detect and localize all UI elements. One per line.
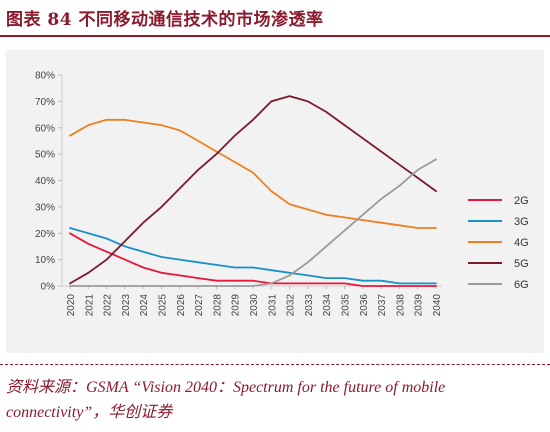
x-tick-label: 2030 xyxy=(249,294,260,317)
series-line-2g xyxy=(69,232,437,287)
x-tick-label: 2020 xyxy=(66,294,77,317)
series-line-4g xyxy=(69,118,437,229)
series-line-5g xyxy=(69,95,437,285)
x-tick-label: 2040 xyxy=(432,294,443,317)
x-tick-label: 2027 xyxy=(194,294,205,317)
x-tick-label: 2037 xyxy=(377,294,388,317)
x-tick-label: 2028 xyxy=(212,294,223,317)
x-tick-label: 2039 xyxy=(414,294,425,317)
x-tick-label: 2032 xyxy=(286,294,297,317)
line-chart: 0% 10% 20% 30% 40% 50% 60% 70% 80% 2020 2021 2022 20… xyxy=(35,71,529,317)
legend-label-2g: 2G xyxy=(514,195,529,207)
source-divider xyxy=(0,364,550,365)
x-tick-label: 2022 xyxy=(103,294,114,317)
x-tick-label: 2026 xyxy=(176,294,187,317)
legend-label-5g: 5G xyxy=(514,258,529,270)
x-tick-label: 2036 xyxy=(359,294,370,317)
y-tick-label: 30% xyxy=(35,202,55,213)
y-tick-label: 60% xyxy=(35,123,55,134)
legend-label-4g: 4G xyxy=(514,237,529,249)
legend-label-6g: 6G xyxy=(514,279,529,291)
x-tick-label: 2025 xyxy=(158,294,169,317)
x-tick-label: 2035 xyxy=(341,294,352,317)
y-tick-label: 0% xyxy=(41,282,56,293)
y-tick-label: 70% xyxy=(35,97,55,108)
chart-panel: 0% 10% 20% 30% 40% 50% 60% 70% 80% 2020 2021 2022 20… xyxy=(6,50,544,353)
x-tick-label: 2033 xyxy=(304,294,315,317)
y-tick-label: 50% xyxy=(35,150,55,161)
series-line-6g xyxy=(69,158,437,287)
y-tick-label: 10% xyxy=(35,255,55,266)
x-tick-label: 2029 xyxy=(231,294,242,317)
x-tick-label: 2034 xyxy=(322,294,333,317)
y-tick-label: 80% xyxy=(35,71,55,82)
figure-title: 图表 84 不同移动通信技术的市场渗透率 xyxy=(6,10,324,30)
x-tick-label: 2021 xyxy=(84,294,95,317)
title-divider xyxy=(0,35,550,37)
x-tick-label: 2023 xyxy=(121,294,132,317)
figure-header: 图表 84 不同移动通信技术的市场渗透率 xyxy=(0,0,550,34)
series-line-3g xyxy=(69,227,437,285)
legend-label-3g: 3G xyxy=(514,216,529,228)
x-tick-label: 2031 xyxy=(267,294,278,317)
y-tick-label: 20% xyxy=(35,229,55,240)
source-note: 资料来源：GSMA “Vision 2040：Spectrum for the … xyxy=(6,379,446,421)
x-tick-label: 2038 xyxy=(395,294,406,317)
x-tick-label: 2024 xyxy=(139,294,150,317)
y-tick-label: 40% xyxy=(35,176,55,187)
